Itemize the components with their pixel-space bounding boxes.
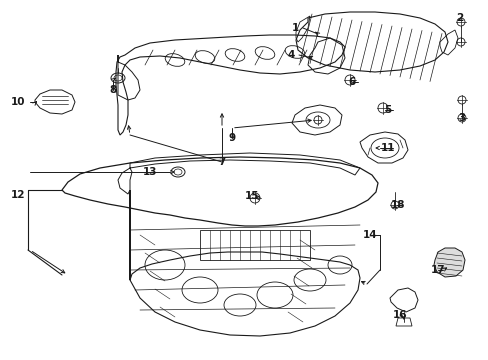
Text: 10: 10 xyxy=(11,97,25,107)
Text: 4: 4 xyxy=(287,50,294,60)
Text: 14: 14 xyxy=(362,230,377,240)
Text: 8: 8 xyxy=(109,85,116,95)
Polygon shape xyxy=(433,248,464,277)
Text: 13: 13 xyxy=(142,167,157,177)
Text: 18: 18 xyxy=(390,200,405,210)
Text: 15: 15 xyxy=(244,191,259,201)
Text: 5: 5 xyxy=(384,105,391,115)
Text: 11: 11 xyxy=(380,143,394,153)
Text: 6: 6 xyxy=(347,77,355,87)
Text: 16: 16 xyxy=(392,310,407,320)
Text: 2: 2 xyxy=(455,13,463,23)
Text: 17: 17 xyxy=(430,265,445,275)
Text: 9: 9 xyxy=(228,133,235,143)
Text: 3: 3 xyxy=(457,113,465,123)
Text: 12: 12 xyxy=(11,190,25,200)
Text: 1: 1 xyxy=(291,23,298,33)
Text: 7: 7 xyxy=(218,157,225,167)
